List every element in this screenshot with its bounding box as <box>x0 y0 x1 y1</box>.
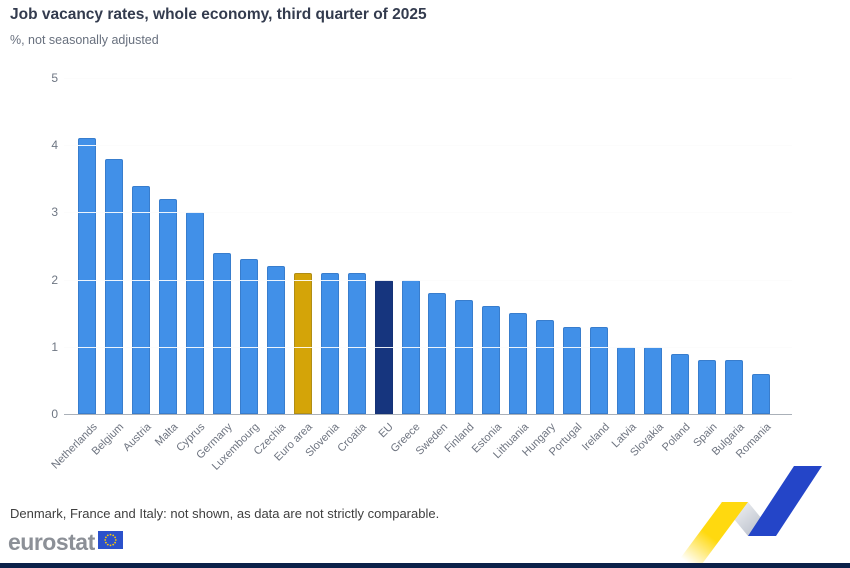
gridline-over-1 <box>64 346 792 348</box>
bar-spain <box>698 360 717 414</box>
bar-eu <box>374 279 393 414</box>
bar-slovenia <box>320 272 339 414</box>
x-axis-label-austria: Austria <box>120 421 154 454</box>
bar-cyprus <box>185 212 204 414</box>
eurostat-logo: eurostat <box>8 531 123 554</box>
x-axis-line <box>64 414 792 415</box>
bar-sweden <box>428 293 447 414</box>
bar-slovakia <box>644 346 663 414</box>
eu-flag-icon <box>97 531 123 554</box>
bar-poland <box>671 353 690 414</box>
bar-malta <box>158 198 177 414</box>
y-axis-label-4: 4 <box>51 138 58 153</box>
bar-bulgaria <box>725 360 744 414</box>
bar-portugal <box>563 326 582 414</box>
bar-latvia <box>617 346 636 414</box>
bottom-strip <box>0 563 850 568</box>
x-axis-label-eu: EU <box>376 421 397 441</box>
bar-estonia <box>482 306 501 414</box>
x-axis-label-poland: Poland <box>659 421 693 454</box>
gridline-over-4 <box>64 145 792 147</box>
bar-hungary <box>536 319 555 414</box>
y-axis-label-3: 3 <box>51 205 58 220</box>
bar-croatia <box>347 272 366 414</box>
eurostat-logo-text: eurostat <box>8 529 95 555</box>
chart-title: Job vacancy rates, whole economy, third … <box>10 6 427 23</box>
bar-ireland <box>590 326 609 414</box>
y-axis-label-2: 2 <box>51 272 58 287</box>
eurostat-ribbon-graphic <box>676 466 822 564</box>
x-axis-label-ireland: Ireland <box>579 421 612 454</box>
y-axis-label-0: 0 <box>51 407 58 421</box>
bar-austria <box>131 185 150 414</box>
x-axis-label-croatia: Croatia <box>335 421 370 455</box>
ribbon-blue-band <box>748 466 822 536</box>
bar-luxembourg <box>239 259 258 414</box>
bar-romania <box>752 373 770 414</box>
chart-subtitle: %, not seasonally adjusted <box>10 33 159 47</box>
footnote: Denmark, France and Italy: not shown, as… <box>10 506 440 521</box>
bar-germany <box>212 252 231 414</box>
gridline-over-2 <box>64 279 792 281</box>
bar-lithuania <box>509 313 528 414</box>
bar-euro-area <box>293 272 312 414</box>
ribbon-yellow-band <box>676 502 748 564</box>
gridline-over-5 <box>64 78 792 79</box>
bar-greece <box>401 279 420 414</box>
y-axis-label-1: 1 <box>51 339 58 354</box>
bar-finland <box>455 299 474 414</box>
gridline-over-3 <box>64 212 792 214</box>
y-axis-label-5: 5 <box>51 71 58 85</box>
bar-netherlands <box>78 138 96 414</box>
bar-czechia <box>266 266 285 414</box>
bar-belgium <box>104 158 123 414</box>
